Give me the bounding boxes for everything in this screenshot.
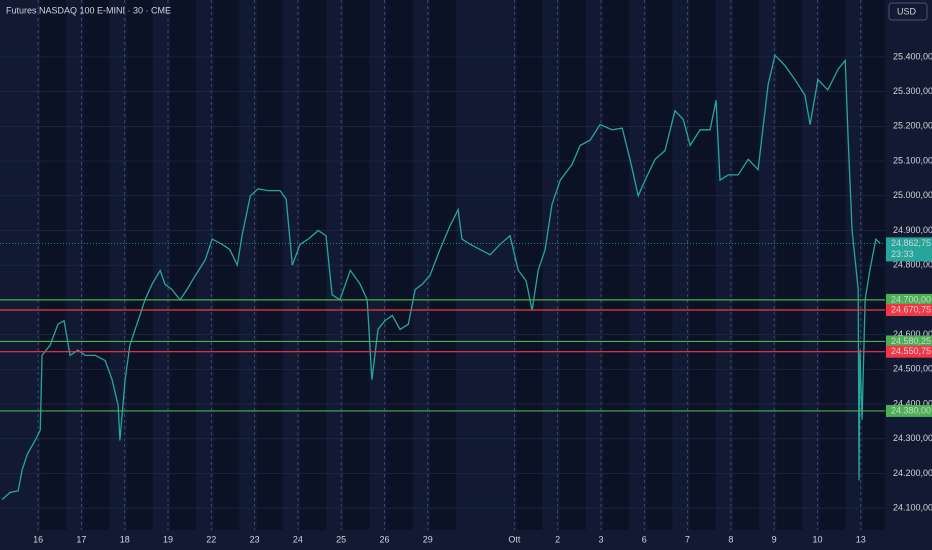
level-label: 24.700,00 [891, 294, 931, 304]
grid [0, 0, 885, 530]
y-tick-label: 24.100,00 [893, 503, 932, 513]
level-label-box [886, 335, 932, 348]
axes: 16 17 18 19 22 23 24 25 26 29 Ott 2 3 6 7 8 9 10 1324.100,… [33, 51, 932, 544]
x-tick-label: 16 [33, 534, 43, 544]
x-tick-label: 22 [206, 534, 216, 544]
level-label-box [886, 293, 932, 306]
x-tick-label: 13 [856, 534, 866, 544]
currency-box[interactable] [888, 2, 928, 21]
price-axis [885, 0, 932, 550]
level-label-box [886, 345, 932, 358]
y-tick-label: 24.800,00 [893, 260, 932, 270]
x-tick-label: Ott [508, 534, 521, 544]
x-tick-label: 3 [598, 534, 603, 544]
y-tick-label: 25.200,00 [893, 121, 932, 131]
currency[interactable]: USD [897, 6, 917, 16]
x-tick-label: 2 [555, 534, 560, 544]
y-tick-label: 25.300,00 [893, 86, 932, 96]
level-label: 24.670,75 [891, 304, 931, 314]
level-label-box [886, 404, 932, 417]
countdown: 23:33 [891, 249, 914, 259]
x-tick-label: 24 [293, 534, 303, 544]
y-tick-label: 25.400,00 [893, 51, 932, 61]
chart-title: Futures NASDAQ 100 E-MINI · 30 · CME [6, 5, 171, 15]
x-tick-label: 18 [120, 534, 130, 544]
x-tick-label: 8 [728, 534, 733, 544]
x-tick-label: 10 [812, 534, 822, 544]
y-tick-label: 24.400,00 [893, 398, 932, 408]
level-label: 24.380,00 [891, 405, 931, 415]
x-tick-label: 26 [379, 534, 389, 544]
level-label-box [886, 304, 932, 317]
x-tick-label: 9 [772, 534, 777, 544]
level-label: 24.550,75 [891, 346, 931, 356]
y-tick-label: 24.600,00 [893, 329, 932, 339]
x-tick-label: 23 [250, 534, 260, 544]
y-tick-label: 25.000,00 [893, 190, 932, 200]
x-tick-label: 6 [642, 534, 647, 544]
y-tick-label: 25.100,00 [893, 155, 932, 165]
x-tick-label: 19 [163, 534, 173, 544]
x-tick-label: 7 [685, 534, 690, 544]
last-price-label: 24.862,75 [891, 238, 931, 248]
time-axis [0, 530, 932, 550]
x-tick-label: 25 [336, 534, 346, 544]
y-tick-label: 24.200,00 [893, 468, 932, 478]
y-tick-label: 24.500,00 [893, 364, 932, 374]
y-tick-label: 24.900,00 [893, 225, 932, 235]
last-price-box [886, 237, 932, 262]
plot [0, 53, 885, 500]
x-tick-label: 17 [76, 534, 86, 544]
x-tick-label: 29 [423, 534, 433, 544]
y-tick-label: 24.300,00 [893, 433, 932, 443]
level-label: 24.580,25 [891, 336, 931, 346]
price-line [1, 53, 881, 500]
